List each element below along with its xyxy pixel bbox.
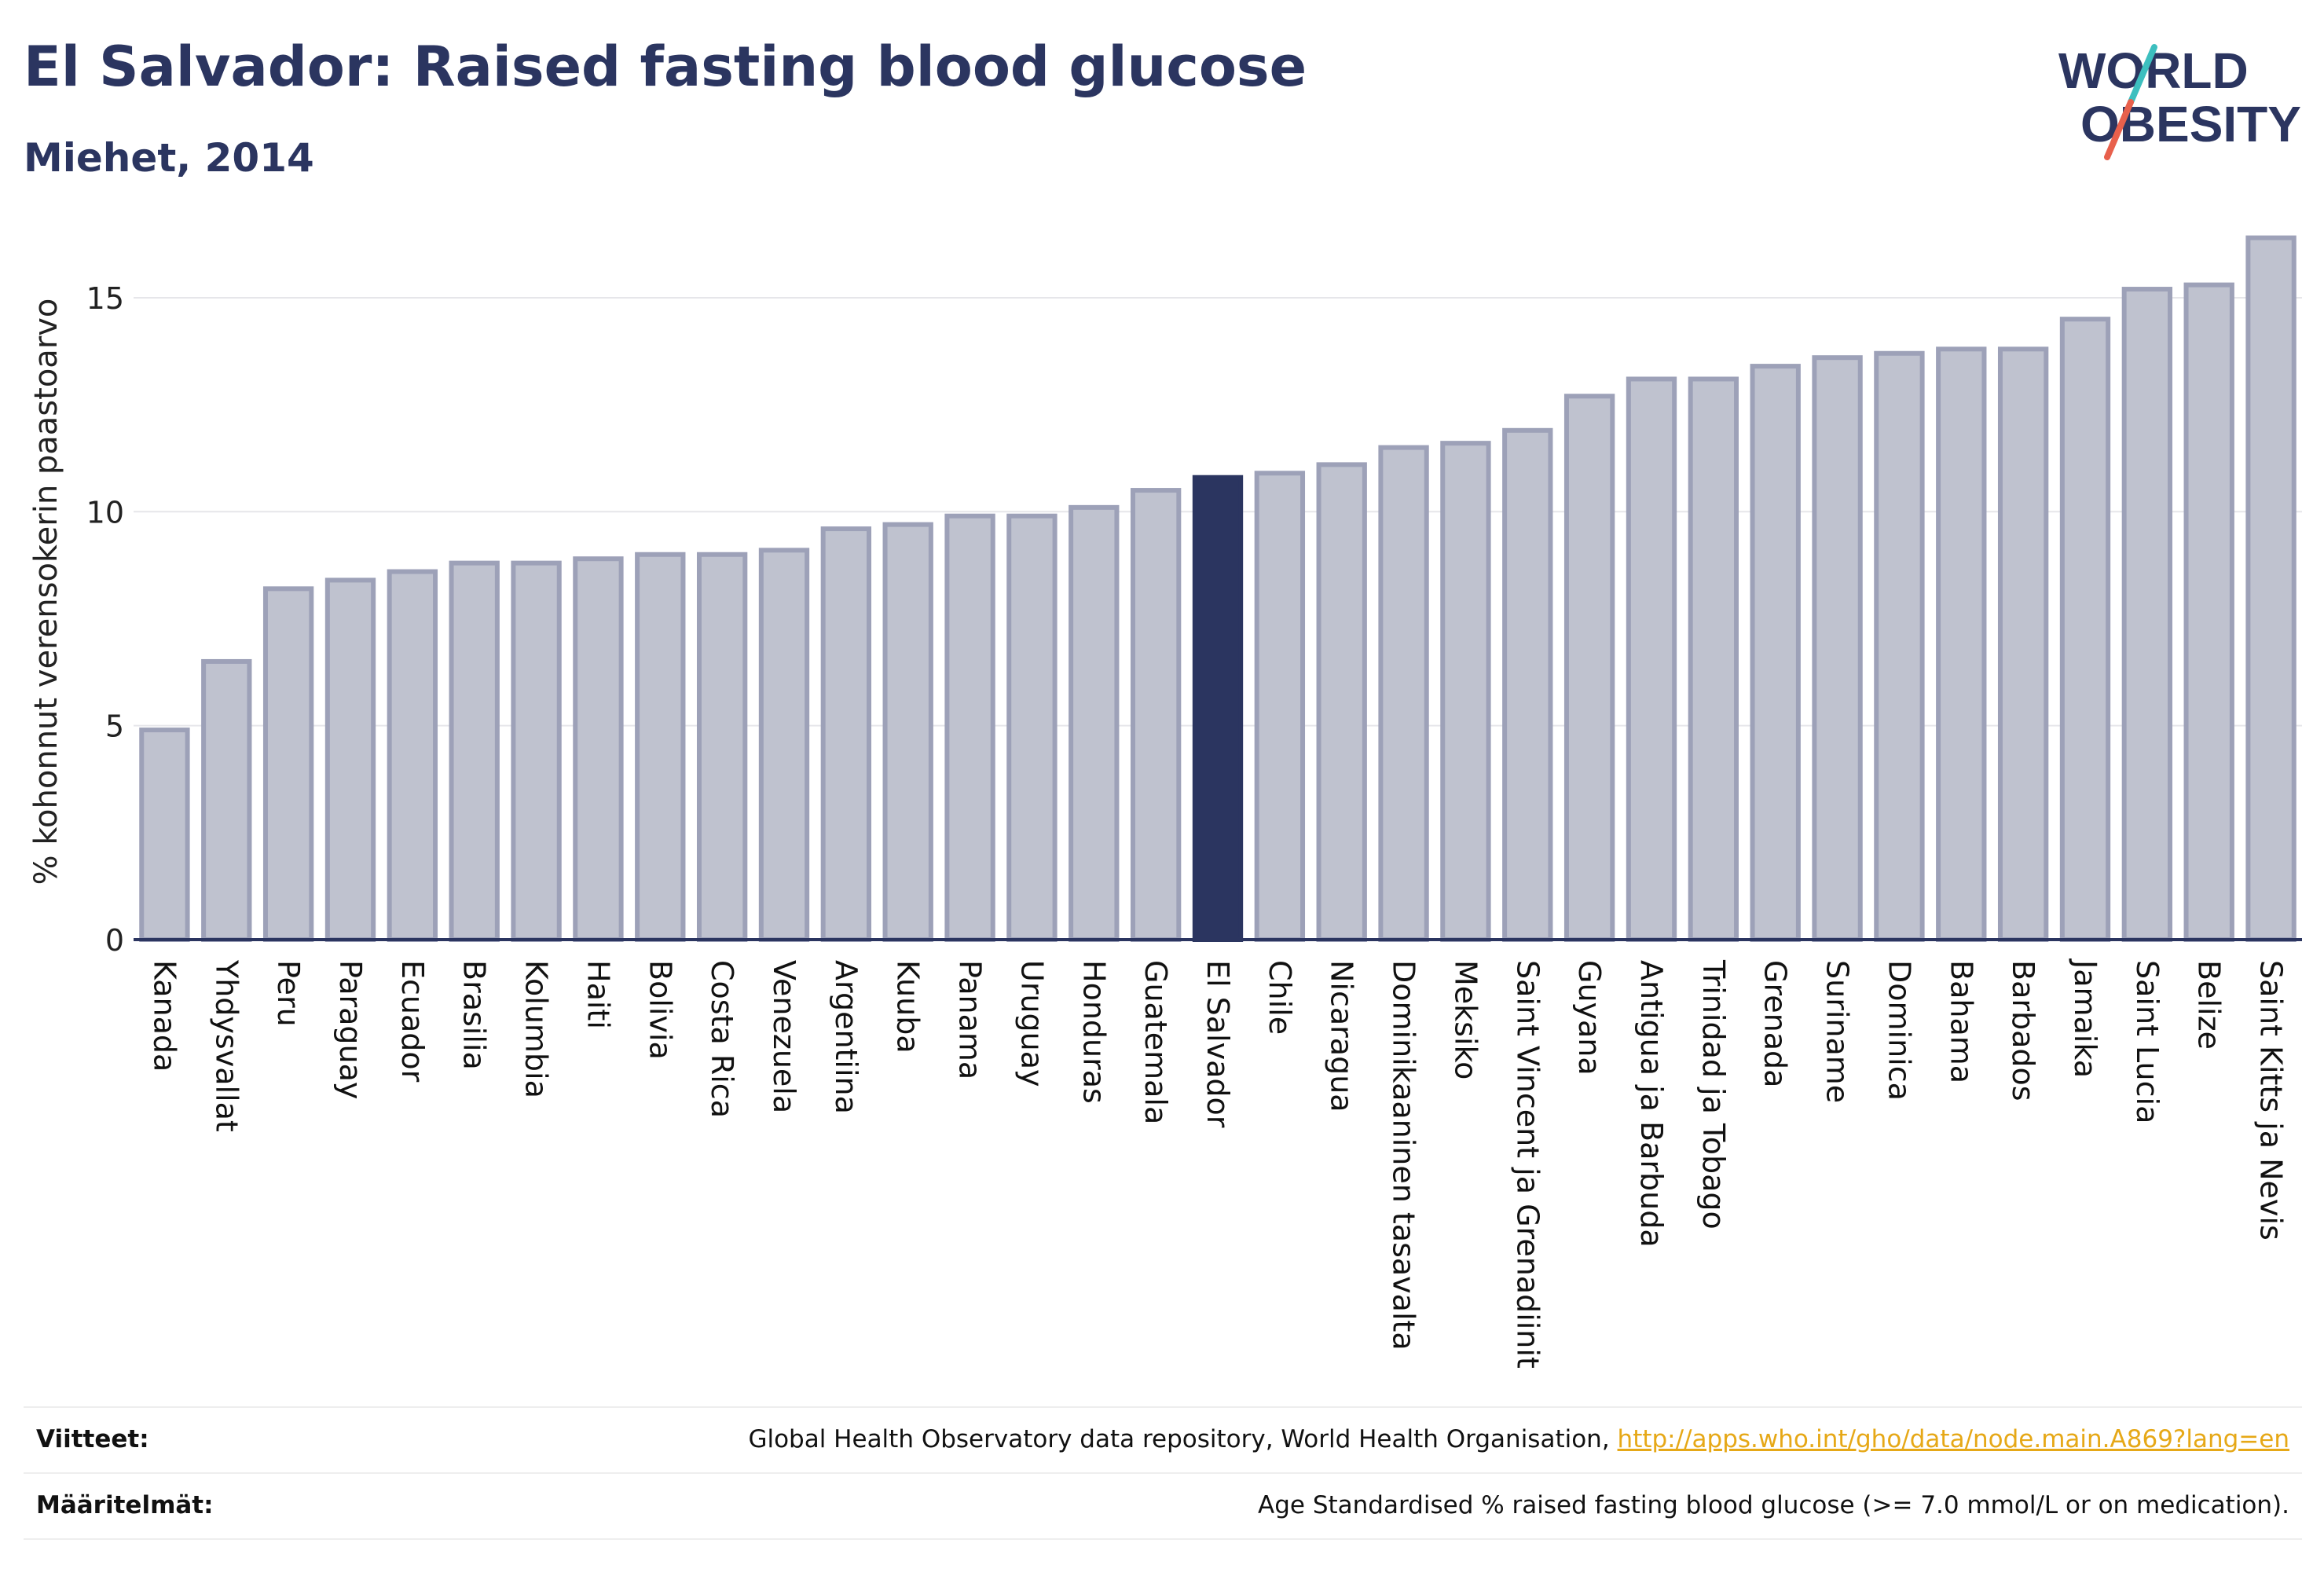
bar	[1874, 350, 1925, 942]
definitions-text: Age Standardised % raised fasting blood …	[1258, 1491, 2289, 1519]
bar	[573, 556, 624, 943]
bar	[1563, 394, 1615, 943]
bar	[139, 728, 190, 942]
bar	[2183, 282, 2234, 943]
y-tick-label: 0	[105, 923, 124, 958]
x-tick-label: Antigua ja Barbuda	[1634, 960, 1669, 1248]
y-tick-label: 5	[105, 709, 124, 744]
bar	[2059, 317, 2111, 943]
sources-link[interactable]: http://apps.who.int/gho/data/node.main.A…	[1617, 1425, 2289, 1453]
bar	[201, 658, 252, 942]
x-tick-label: Saint Lucia	[2130, 960, 2165, 1123]
x-tick-label: Dominikaaninen tasavalta	[1387, 960, 1421, 1351]
x-tick-label: Saint Kitts ja Nevis	[2254, 960, 2289, 1241]
x-tick-label: Argentiina	[829, 960, 863, 1114]
world-obesity-logo: WORLD OBESITY	[2058, 42, 2301, 160]
bar	[1006, 513, 1058, 942]
logo-slash-top	[2128, 44, 2157, 105]
x-tick-label: Jamaika	[2068, 958, 2102, 1078]
x-tick-label: Barbados	[2006, 960, 2040, 1101]
chart-title: El Salvador: Raised fasting blood glucos…	[24, 35, 1307, 99]
bar	[2121, 287, 2173, 942]
bar	[1502, 427, 1553, 942]
bar	[1936, 346, 1987, 942]
x-tick-label: Guatemala	[1138, 960, 1173, 1124]
logo-text-line2: OBESITY	[2080, 96, 2301, 152]
x-tick-label: Honduras	[1076, 960, 1111, 1104]
bar	[262, 586, 314, 942]
x-tick-label: Nicaragua	[1325, 960, 1359, 1112]
bar	[1378, 445, 1429, 942]
x-tick-label: Suriname	[1820, 960, 1855, 1103]
x-tick-label: Chile	[1263, 960, 1297, 1035]
bar	[1750, 364, 1801, 942]
x-tick-label: Dominica	[1882, 960, 1916, 1101]
bar	[324, 577, 376, 943]
sources-label: Viitteet:	[36, 1425, 149, 1453]
x-tick-label: Peru	[271, 960, 306, 1027]
bar	[1812, 355, 1863, 942]
x-tick-label: Bolivia	[643, 960, 677, 1060]
x-tick-label: El Salvador	[1200, 960, 1235, 1128]
bar	[1626, 376, 1677, 942]
bar	[1192, 475, 1244, 942]
bar	[387, 569, 438, 942]
x-tick-label: Kanada	[147, 960, 181, 1072]
x-tick-label: Kolumbia	[519, 960, 554, 1098]
x-tick-label: Costa Rica	[705, 960, 739, 1118]
bar-chart: 0 5 10 15 % kohonnut verensokerin paastoarvo…	[28, 235, 2302, 1369]
x-tick-label: Paraguay	[333, 960, 368, 1099]
sources-description: Global Health Observatory data repositor…	[748, 1425, 1618, 1453]
x-tick-label: Trinidad ja Tobago	[1696, 959, 1731, 1230]
x-tick-label: Yhdysvallat	[209, 959, 244, 1132]
x-tick-label: Uruguay	[1014, 960, 1049, 1087]
bar	[1688, 376, 1739, 942]
x-tick-label: Haiti	[581, 960, 615, 1029]
footer-divider	[24, 1538, 2302, 1540]
bar	[2245, 235, 2297, 942]
bar	[1440, 441, 1491, 942]
x-tick-label: Kuuba	[891, 960, 926, 1054]
definitions-label: Määritelmät:	[36, 1491, 214, 1519]
x-tick-label: Brasilia	[457, 960, 492, 1070]
bar	[635, 552, 686, 942]
x-tick-label: Ecuador	[395, 960, 430, 1083]
definitions-row: Määritelmät: Age Standardised % raised f…	[24, 1472, 2302, 1538]
bar	[882, 522, 933, 942]
x-tick-label: Saint Vincent ja Grenadiinit	[1510, 960, 1545, 1369]
x-tick-label: Venezuela	[767, 960, 801, 1113]
bar	[1069, 504, 1120, 942]
x-tick-label: Meksiko	[1448, 960, 1483, 1079]
y-tick-label: 10	[86, 495, 124, 530]
bar	[758, 548, 810, 942]
bar	[696, 552, 748, 942]
bar	[944, 513, 995, 942]
x-tick-label: Bahama	[1944, 960, 1978, 1083]
bar	[1130, 488, 1182, 942]
bar	[511, 560, 562, 942]
y-tick-label: 15	[86, 281, 124, 316]
bar	[1997, 346, 2049, 942]
sources-text: Global Health Observatory data repositor…	[748, 1425, 2289, 1453]
x-tick-label: Guyana	[1572, 960, 1607, 1076]
chart-subtitle: Miehet, 2014	[24, 135, 314, 181]
bar	[1254, 471, 1306, 942]
bar	[1316, 462, 1367, 942]
bar	[820, 526, 872, 942]
x-tick-label: Belize	[2192, 960, 2227, 1050]
logo-slash-bottom	[2104, 99, 2134, 160]
sources-row: Viitteet: Global Health Observatory data…	[24, 1406, 2302, 1472]
x-tick-label: Panama	[953, 960, 988, 1079]
bar	[449, 560, 500, 942]
x-tick-label: Grenada	[1758, 960, 1793, 1087]
y-axis-label: % kohonnut verensokerin paastoarvo	[28, 299, 64, 885]
